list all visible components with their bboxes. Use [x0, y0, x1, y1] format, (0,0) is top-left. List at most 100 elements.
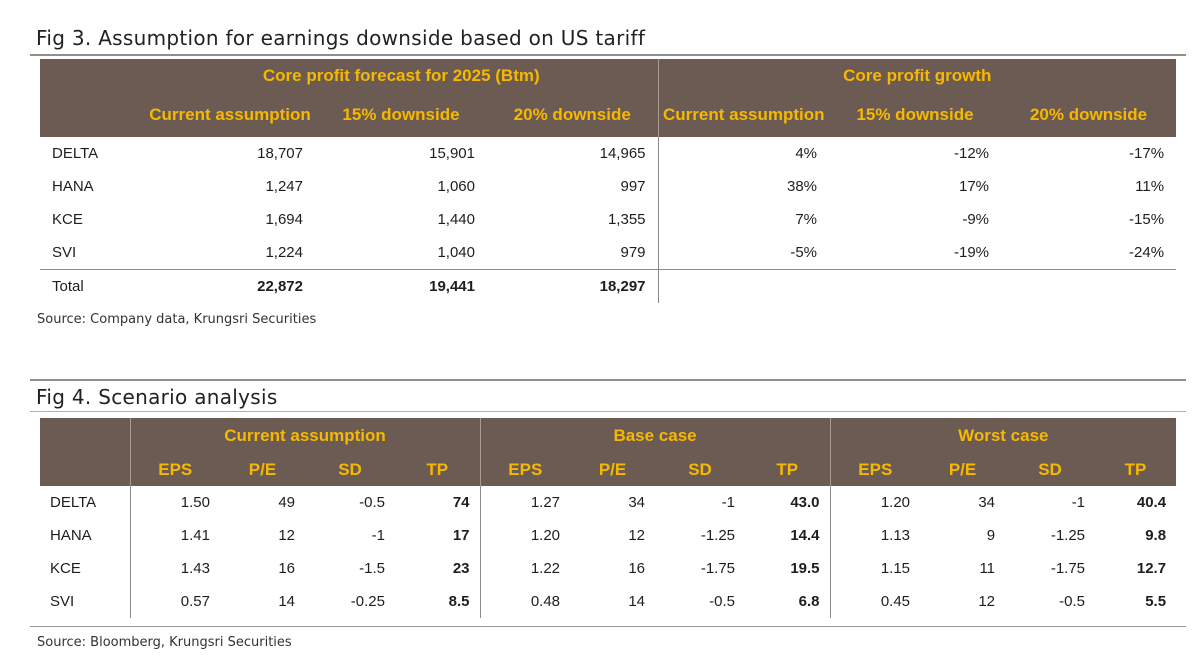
table-cell: 1,040 — [437, 244, 475, 261]
fig4-col-header: EPS — [479, 452, 571, 486]
table-cell: 14 — [628, 593, 646, 610]
table-cell: -0.25 — [350, 593, 385, 610]
row-label: HANA — [52, 178, 94, 195]
fig4-title: Fig 4. Scenario analysis — [36, 385, 278, 409]
fig4-col-header: TP — [395, 452, 481, 486]
table-cell: -1 — [721, 494, 736, 511]
row-label: DELTA — [50, 494, 97, 511]
table-cell: 997 — [620, 178, 646, 195]
fig3-col-header: 15% downside — [315, 91, 487, 137]
fig4-title-rule — [30, 411, 1186, 412]
row-label: DELTA — [52, 145, 99, 162]
fig4-header-corner — [40, 418, 130, 452]
fig4-col-header: P/E — [220, 452, 305, 486]
table-cell: 11 — [979, 560, 996, 577]
table-cell: -1.75 — [700, 560, 736, 577]
fig4-col-header: P/E — [920, 452, 1006, 486]
table-cell: -9% — [962, 211, 990, 228]
table-cell: 38% — [657, 170, 830, 203]
table-cell: 17% — [958, 178, 990, 195]
fig4-header-corner — [40, 452, 130, 486]
table-cell: 1,247 — [265, 178, 303, 195]
row-label: KCE — [52, 211, 83, 228]
table-cell: 19.5 — [790, 560, 820, 577]
table-cell: 22,872 — [145, 269, 315, 303]
table-cell: -0.5 — [359, 494, 385, 511]
table-cell: 8.5 — [448, 593, 470, 610]
fig3-col-header: 20% downside — [487, 91, 659, 137]
table-cell: 16 — [278, 560, 295, 577]
table-cell: 14,965 — [599, 145, 646, 162]
table-cell: -1.75 — [1050, 560, 1086, 577]
fig3-col-header: Current assumption — [657, 91, 830, 137]
fig3-col-header: 15% downside — [829, 91, 1002, 137]
fig4-col-header: SD — [655, 452, 746, 486]
table-cell: 1.15 — [829, 552, 921, 585]
fig3-group-header: Core profit forecast for 2025 (Btm) — [145, 59, 659, 91]
table-row: HANA 1,247 1,060 997 38% 17% 11% — [40, 170, 1176, 203]
table-cell: 0.45 — [829, 585, 921, 618]
table-cell: 1.41 — [129, 519, 220, 552]
table-cell: 12.7 — [1136, 560, 1167, 577]
fig4-col-header: SD — [1005, 452, 1096, 486]
total-row: Total 22,872 19,441 18,297 — [40, 269, 1177, 303]
fig4-table: Current assumption Base case Worst case … — [40, 418, 1177, 618]
fig3-group-header: Core profit growth — [657, 59, 1177, 91]
table-row: SVI 1,224 1,040 979 -5% -19% -24% — [40, 236, 1176, 270]
fig3-table: Core profit forecast for 2025 (Btm) Core… — [40, 59, 1177, 303]
fig4-col-header: P/E — [570, 452, 656, 486]
table-cell: 7% — [657, 203, 830, 236]
table-cell: -1 — [371, 527, 385, 544]
table-cell: 34 — [628, 494, 646, 511]
table-cell: 16 — [628, 560, 646, 577]
table-row: KCE 1.43 16 -1.5 23 1.22 16 -1.75 19.5 1… — [40, 552, 1176, 585]
table-cell: 6.8 — [798, 593, 820, 610]
table-row: SVI 0.57 14 -0.25 8.5 0.48 14 -0.5 6.8 0… — [40, 585, 1176, 618]
table-cell: 18,707 — [257, 145, 303, 162]
table-cell: 4% — [657, 137, 830, 170]
table-cell: -19% — [953, 244, 990, 261]
table-cell: 14.4 — [790, 527, 820, 544]
table-cell: 19,441 — [315, 269, 487, 303]
table-cell: 1.20 — [479, 519, 571, 552]
table-cell: 1,224 — [265, 244, 303, 261]
table-cell: 11% — [1135, 178, 1165, 195]
row-label: SVI — [52, 244, 77, 261]
fig3-col-header: 20% downside — [1001, 91, 1177, 137]
table-cell: 1.27 — [479, 486, 571, 519]
table-cell: 15,901 — [429, 145, 475, 162]
table-cell: 12 — [978, 593, 996, 610]
table-cell: 979 — [620, 244, 646, 261]
table-row: KCE 1,694 1,440 1,355 7% -9% -15% — [40, 203, 1176, 236]
fig3-top-rule — [30, 54, 1186, 56]
table-cell: 12 — [628, 527, 646, 544]
table-cell: -1.25 — [700, 527, 736, 544]
fig4-source: Source: Bloomberg, Krungsri Securities — [37, 635, 292, 650]
table-cell: 1.13 — [829, 519, 921, 552]
table-cell: 1,355 — [607, 211, 646, 228]
table-cell: 1.22 — [479, 552, 571, 585]
fig4-col-header: TP — [745, 452, 831, 486]
fig4-bottom-rule — [30, 626, 1186, 627]
table-row: DELTA 18,707 15,901 14,965 4% -12% -17% — [40, 137, 1176, 170]
table-cell: 0.57 — [129, 585, 220, 618]
table-cell: 18,297 — [487, 269, 659, 303]
table-cell: -1.5 — [359, 560, 385, 577]
fig4-col-header: TP — [1095, 452, 1177, 486]
table-cell: -0.5 — [1059, 593, 1086, 610]
table-cell: -0.5 — [709, 593, 736, 610]
fig3-header-corner — [40, 91, 145, 137]
table-cell: 40.4 — [1136, 494, 1167, 511]
row-label: Total — [40, 269, 145, 303]
fig4-group-header: Base case — [479, 418, 831, 452]
table-cell: 17 — [452, 527, 470, 544]
table-cell: -12% — [953, 145, 990, 162]
table-cell: 0.48 — [479, 585, 571, 618]
fig3-header-corner — [40, 59, 145, 91]
table-cell: 9.8 — [1145, 527, 1167, 544]
table-cell — [1001, 269, 1177, 303]
fig3-title: Fig 3. Assumption for earnings downside … — [36, 26, 646, 50]
table-cell: 9 — [986, 527, 996, 544]
table-cell: 34 — [978, 494, 996, 511]
table-cell: 12 — [278, 527, 295, 544]
